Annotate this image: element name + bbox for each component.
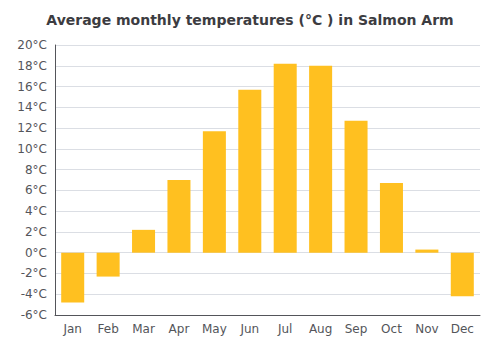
svg-text:Dec: Dec bbox=[451, 322, 474, 336]
svg-text:Sep: Sep bbox=[345, 322, 368, 336]
svg-text:Jul: Jul bbox=[277, 322, 292, 336]
svg-text:10°C: 10°C bbox=[17, 142, 47, 156]
svg-text:Apr: Apr bbox=[169, 322, 190, 336]
svg-text:16°C: 16°C bbox=[17, 80, 47, 94]
svg-text:-2°C: -2°C bbox=[21, 266, 47, 280]
svg-text:Mar: Mar bbox=[132, 322, 155, 336]
svg-text:6°C: 6°C bbox=[25, 183, 47, 197]
svg-text:8°C: 8°C bbox=[25, 163, 47, 177]
svg-text:Jun: Jun bbox=[239, 322, 259, 336]
svg-text:Feb: Feb bbox=[98, 322, 119, 336]
svg-text:-4°C: -4°C bbox=[21, 287, 47, 301]
svg-text:Jan: Jan bbox=[62, 322, 82, 336]
svg-text:Average monthly temperatures (: Average monthly temperatures (°C ) in Sa… bbox=[46, 12, 453, 28]
svg-text:2°C: 2°C bbox=[25, 225, 47, 239]
svg-text:4°C: 4°C bbox=[25, 204, 47, 218]
svg-text:20°C: 20°C bbox=[17, 38, 47, 52]
svg-text:Aug: Aug bbox=[309, 322, 332, 336]
svg-text:Oct: Oct bbox=[381, 322, 402, 336]
svg-text:14°C: 14°C bbox=[17, 100, 47, 114]
svg-text:-6°C: -6°C bbox=[21, 308, 47, 322]
svg-text:Nov: Nov bbox=[415, 322, 438, 336]
svg-text:12°C: 12°C bbox=[17, 121, 47, 135]
svg-text:0°C: 0°C bbox=[25, 246, 47, 260]
svg-text:May: May bbox=[202, 322, 227, 336]
svg-text:18°C: 18°C bbox=[17, 59, 47, 73]
